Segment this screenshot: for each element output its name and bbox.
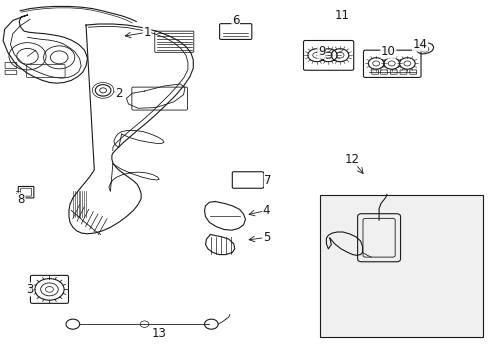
Text: 1: 1 [143, 26, 150, 39]
Text: 14: 14 [412, 38, 427, 51]
Text: 10: 10 [380, 45, 395, 58]
Text: 7: 7 [264, 174, 271, 186]
Text: 4: 4 [262, 204, 270, 217]
Text: 12: 12 [344, 153, 359, 166]
Text: 2: 2 [115, 87, 122, 100]
Text: 13: 13 [151, 327, 166, 340]
Text: 11: 11 [334, 9, 349, 22]
Text: 3: 3 [26, 283, 34, 296]
Bar [320, 195, 483, 337]
Text: 8: 8 [18, 193, 25, 206]
Text: 5: 5 [262, 231, 269, 244]
Text: 6: 6 [231, 14, 239, 27]
Text: 9: 9 [317, 45, 325, 58]
